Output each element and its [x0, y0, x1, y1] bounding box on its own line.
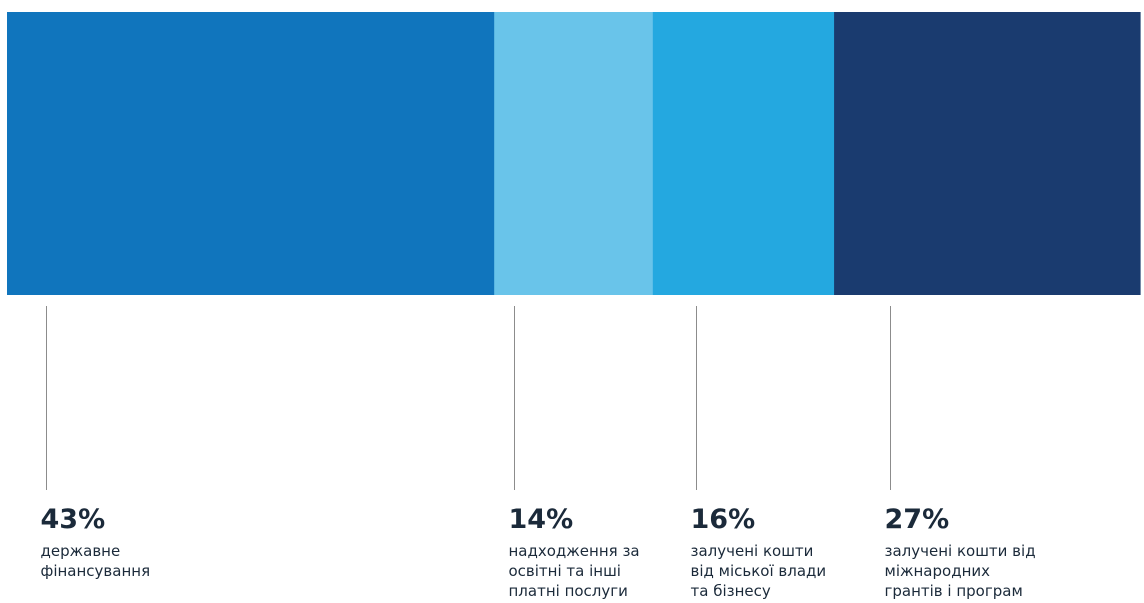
segment-description-line: надходження за: [509, 542, 640, 560]
bar-segment-3: [652, 12, 835, 295]
segment-labels: 43% державне фінансування 14% надходження за…: [41, 504, 1036, 600]
bar-segment-1: [7, 12, 495, 295]
segment-description-3: залучені кошти від міської влади та бізнес…: [691, 542, 827, 600]
leader-lines: [46, 306, 891, 490]
segment-description-line: залучені кошти: [691, 542, 814, 560]
segment-description-1: державне фінансування: [41, 542, 151, 580]
bar-segment-4: [834, 12, 1141, 295]
segment-description-line: від міської влади: [691, 562, 827, 580]
segment-description-line: державне: [41, 542, 121, 560]
segment-description-2: надходження за освітні та інші платні посл…: [509, 542, 640, 600]
segment-percent-label-1: 43%: [41, 504, 106, 535]
segment-percent-label-4: 27%: [885, 504, 950, 535]
segment-description-line: грантів і програм: [885, 582, 1023, 600]
segment-description-line: освітні та інші: [509, 562, 621, 580]
bar-segment-2: [494, 12, 654, 295]
segment-description-line: фінансування: [41, 562, 151, 580]
segment-description-4: залучені кошти від міжнародних грантів і п…: [885, 542, 1036, 600]
stacked-bar: [7, 12, 1141, 295]
segment-description-line: міжнародних: [885, 562, 991, 580]
segment-description-line: платні послуги: [509, 582, 628, 600]
segment-description-line: та бізнесу: [691, 582, 771, 600]
segment-percent-label-3: 16%: [691, 504, 756, 535]
segment-percent-label-2: 14%: [509, 504, 574, 535]
segment-description-line: залучені кошти від: [885, 542, 1036, 560]
